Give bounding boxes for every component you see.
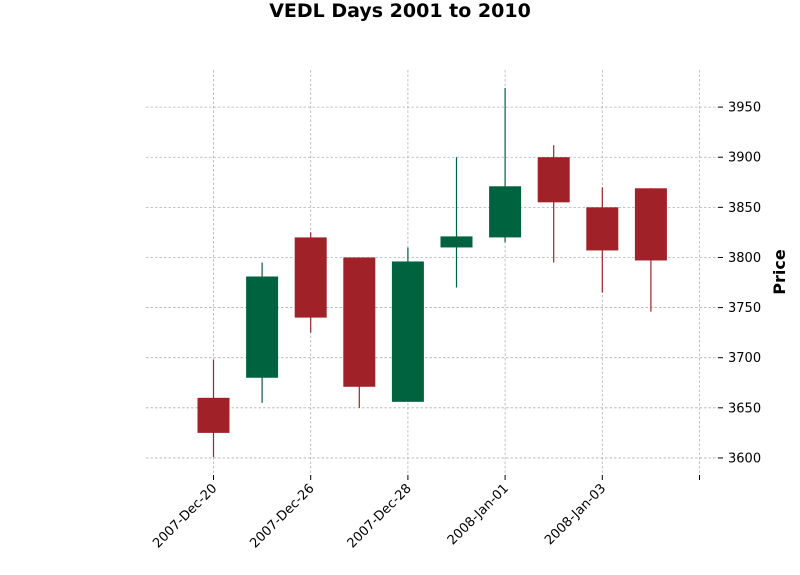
y-tick-label: 3900: [728, 151, 761, 166]
y-tick-label: 3600: [728, 451, 761, 466]
candle: [489, 88, 522, 243]
x-axis: 2007-Dec-20 2007-Dec-26 2007-Dec-28 2008-Ja…: [150, 475, 700, 551]
y-axis: 3600 3650 3700 3750 3800 3850 3900 3950: [718, 101, 761, 466]
grid: [146, 70, 718, 475]
x-tick-label: 2007-Dec-20: [150, 481, 220, 551]
candle-body: [634, 188, 667, 261]
candle-body: [343, 257, 376, 387]
candle-body: [197, 397, 230, 433]
y-tick-label: 3950: [728, 101, 761, 116]
y-tick-label: 3650: [728, 401, 761, 416]
candle: [294, 232, 327, 333]
candles: [197, 88, 667, 457]
chart-title: VEDL Days 2001 to 2010: [269, 0, 531, 22]
candle-body: [246, 276, 279, 378]
candle-body: [537, 157, 570, 203]
y-tick-label: 3800: [728, 251, 761, 266]
candle-body: [586, 207, 619, 251]
candle: [440, 157, 473, 288]
x-tick-label: 2008-Jan-01: [445, 481, 512, 548]
candle-body: [391, 261, 424, 402]
candle: [391, 247, 424, 402]
candle: [586, 187, 619, 293]
candle: [634, 188, 667, 312]
candle: [343, 257, 376, 408]
y-axis-label: Price: [770, 249, 789, 295]
y-tick-label: 3850: [728, 201, 761, 216]
candle: [537, 145, 570, 263]
x-tick-label: 2008-Jan-03: [542, 481, 609, 548]
x-tick-label: 2007-Dec-28: [345, 481, 415, 551]
candle: [197, 359, 230, 457]
candle-body: [489, 186, 522, 238]
y-tick-label: 3750: [728, 301, 761, 316]
candle: [246, 262, 279, 403]
candle-body: [440, 236, 473, 248]
x-tick-label: 2007-Dec-26: [247, 481, 317, 551]
candle-body: [294, 237, 327, 318]
y-tick-label: 3700: [728, 351, 761, 366]
